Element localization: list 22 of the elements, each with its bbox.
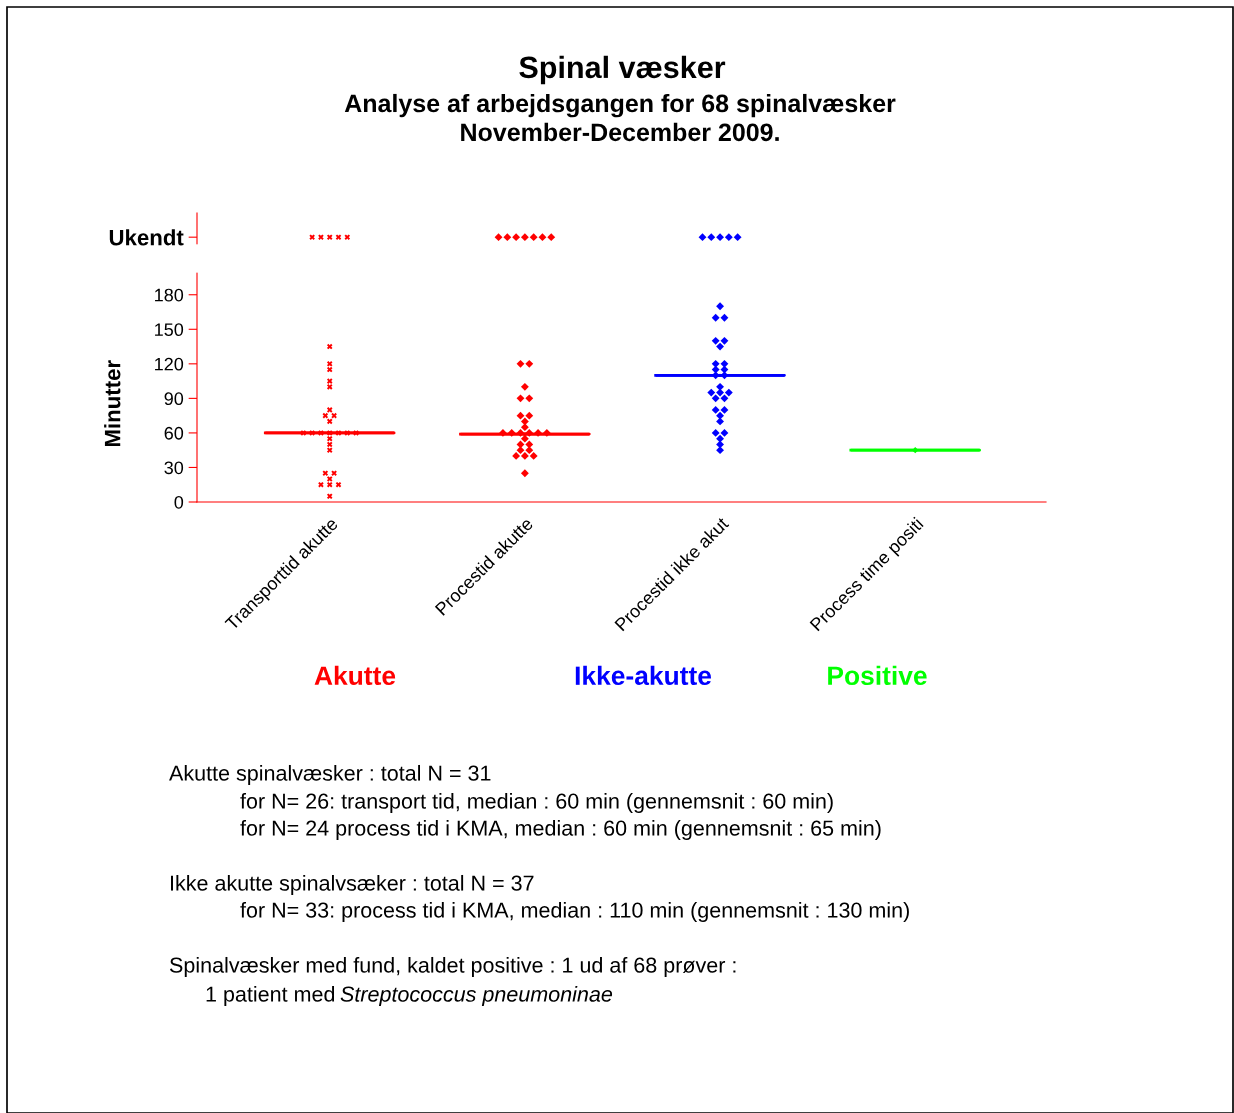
- y-tick-label: 30: [164, 461, 184, 475]
- y-tick-label: Ukendt: [109, 229, 184, 246]
- y-tick-label: 0: [174, 495, 184, 509]
- y-tick-label: 60: [164, 426, 184, 440]
- text: Streptococcus pneumoninae: [340, 985, 613, 1007]
- y-tick-label: 180: [155, 288, 184, 302]
- chart-title: Spinal væsker: [519, 55, 726, 85]
- text: for N= 33: process tid i KMA, median : 110 min (gennemsnit : 130 min): [240, 901, 909, 923]
- chart-subtitle: Analyse af arbejdsgangen for 68 spinalvæsker November-December 2009.: [344, 93, 896, 142]
- text: Ikke akutte spinalvsæker : total N = 37: [170, 874, 534, 896]
- y-tick-label: 120: [155, 357, 184, 371]
- y-tick-label: 150: [155, 323, 184, 337]
- y-axis-title: Minutter: [104, 360, 121, 447]
- text: Positive: [828, 665, 927, 686]
- text: for N= 26: transport tid, median : 60 min (gennemsnit : 60 min): [240, 792, 833, 814]
- text: Akutte: [314, 665, 396, 686]
- text: for N= 24 process tid i KMA, median : 60 min (gennemsnit : 65 min): [240, 819, 881, 841]
- text: Akutte spinalvæsker : total N = 31: [169, 764, 491, 786]
- y-tick-label: 90: [164, 392, 184, 406]
- text: Ikke-akutte: [575, 665, 712, 686]
- text: Spinalvæsker med fund, kaldet positive : 1 ud af 68 prøver :: [169, 956, 736, 978]
- text: 1 patient med: [206, 985, 335, 1007]
